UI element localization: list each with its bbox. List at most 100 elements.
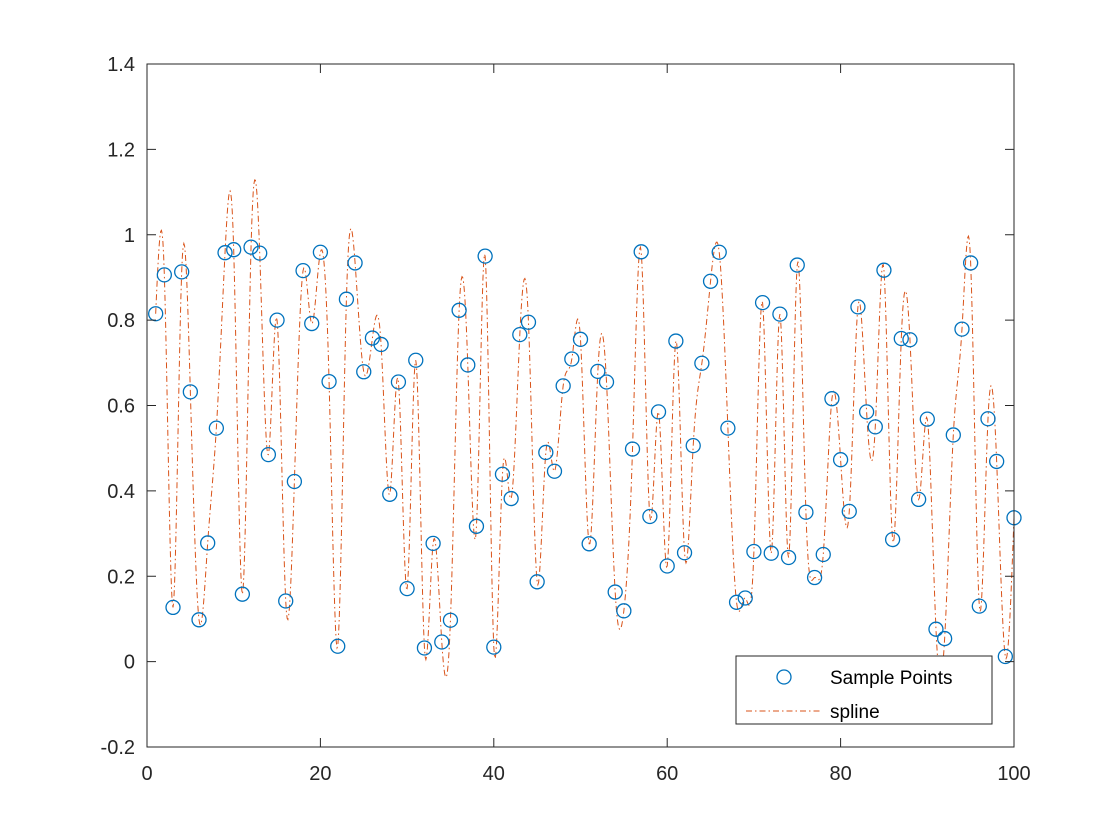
x-tick-label: 0: [141, 763, 152, 785]
sample-point: [893, 330, 909, 347]
y-tick-label: 0.6: [107, 396, 135, 418]
sample-point: [954, 321, 970, 337]
sample-point: [529, 574, 545, 590]
sample-point: [156, 267, 172, 283]
sample-point: [330, 638, 346, 654]
sample-point: [286, 473, 303, 490]
sample-point: [989, 453, 1005, 470]
sample-point: [763, 545, 779, 561]
sample-point: [512, 326, 528, 343]
sample-point: [538, 444, 554, 461]
sample-point: [607, 584, 623, 600]
sample-point: [598, 374, 615, 390]
sample-point: [754, 294, 771, 311]
sample-point: [408, 352, 424, 368]
y-tick-label: 0: [124, 652, 135, 674]
sample-point: [780, 549, 797, 566]
sample-point: [720, 420, 736, 436]
legend-box: [735, 655, 993, 725]
sample-point: [356, 364, 372, 380]
y-tick-label: -0.2: [101, 737, 135, 759]
sample-point: [269, 312, 285, 328]
sample-point: [174, 264, 190, 280]
sample-point: [208, 420, 225, 436]
sample-point: [442, 612, 459, 628]
sample-point: [659, 558, 675, 574]
sample-point: [694, 355, 710, 371]
y-tick-label: 0.4: [107, 481, 135, 503]
sample-point: [555, 378, 571, 394]
x-tick-label: 60: [656, 763, 678, 785]
sample-point: [711, 244, 727, 260]
sample-point: [260, 446, 277, 463]
sample-point: [148, 306, 164, 322]
y-tick-label: 0.8: [107, 310, 135, 332]
legend-spline-label: spline: [830, 702, 880, 723]
sample-point: [936, 630, 953, 647]
sample-point: [685, 437, 701, 454]
sample-point: [884, 531, 901, 548]
legend-sample-points-marker: [776, 669, 792, 685]
sample-point: [347, 255, 363, 271]
sample-point: [581, 536, 597, 552]
sample-point: [503, 490, 519, 507]
sample-point: [850, 299, 866, 315]
sample-point: [902, 332, 918, 348]
sample-point: [226, 242, 242, 258]
sample-point: [434, 634, 450, 650]
sample-point: [217, 245, 233, 261]
sample-point: [624, 441, 641, 457]
x-tick-label: 100: [997, 763, 1030, 785]
sample-point: [373, 336, 389, 353]
sample-point: [642, 508, 658, 525]
sample-point: [191, 612, 207, 628]
sample-point: [165, 599, 181, 616]
sample-point: [737, 590, 753, 606]
sample-point: [676, 545, 693, 561]
x-tick-label: 80: [829, 763, 851, 785]
sample-point: [338, 291, 355, 307]
legend: Sample Points spline: [735, 655, 993, 725]
sample-point: [520, 314, 537, 330]
sample-point: [668, 333, 684, 349]
sample-point: [841, 503, 857, 520]
sample-point: [451, 302, 467, 318]
sample-point: [702, 273, 719, 289]
sample-points-layer: [148, 239, 1022, 665]
legend-sample-points-label: Sample Points: [830, 668, 953, 689]
sample-point: [564, 351, 580, 367]
sample-point: [546, 463, 563, 479]
sample-point: [590, 363, 606, 380]
sample-point: [312, 244, 329, 260]
sample-point: [399, 580, 415, 597]
sample-point: [980, 411, 996, 427]
sample-point: [416, 640, 433, 656]
sample-point: [876, 262, 892, 278]
sample-point: [390, 374, 407, 390]
sample-point: [928, 621, 944, 637]
sample-point: [486, 639, 502, 655]
sample-point: [910, 491, 927, 508]
sample-point: [494, 466, 511, 482]
sample-point: [746, 543, 762, 560]
sample-point: [832, 452, 849, 468]
x-tick-label: 40: [483, 763, 505, 785]
sample-point: [867, 419, 883, 435]
y-tick-label: 1.4: [107, 54, 135, 76]
sample-point: [815, 546, 831, 563]
sample-point: [295, 262, 311, 279]
y-tick-label: 1: [124, 225, 135, 247]
sample-point: [321, 373, 337, 390]
sample-point: [616, 603, 632, 619]
y-tick-label: 1.2: [107, 139, 135, 161]
sample-point: [252, 245, 268, 261]
sample-point: [798, 504, 814, 520]
sample-point: [425, 535, 441, 552]
sample-point: [382, 486, 398, 502]
sample-point: [772, 306, 788, 322]
sample-point: [200, 535, 216, 551]
y-tick-label: 0.2: [107, 566, 135, 588]
sample-point: [477, 248, 493, 264]
sample-point: [278, 593, 294, 609]
sample-point: [243, 239, 259, 255]
